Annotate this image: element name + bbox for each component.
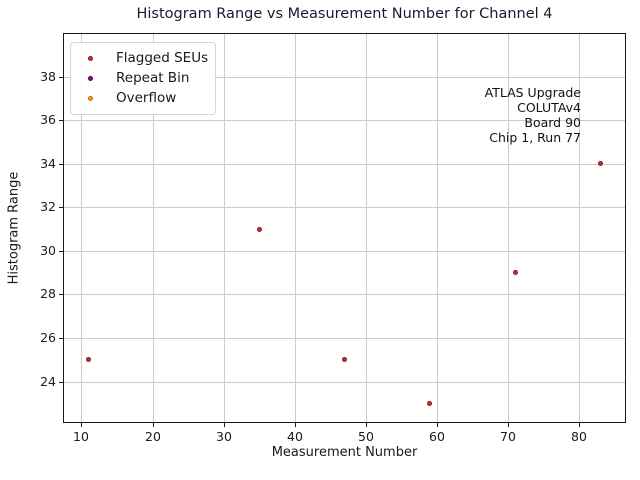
chart-title: Histogram Range vs Measurement Number fo… bbox=[136, 6, 553, 22]
x-tick-label: 50 bbox=[358, 429, 374, 444]
y-tick-mark bbox=[59, 251, 63, 252]
data-point bbox=[512, 270, 518, 276]
legend-marker-icon bbox=[88, 75, 93, 81]
y-tick-label: 36 bbox=[40, 112, 56, 127]
gridline bbox=[64, 382, 625, 383]
gridline bbox=[579, 34, 580, 422]
legend-label: Flagged SEUs bbox=[116, 50, 209, 66]
annotation-line-2: COLUTAv4 bbox=[517, 100, 581, 115]
y-tick-mark bbox=[59, 164, 63, 165]
x-tick-label: 60 bbox=[429, 429, 445, 444]
y-axis-label: Histogram Range bbox=[6, 171, 22, 285]
gridline bbox=[64, 294, 625, 295]
gridline bbox=[508, 34, 509, 422]
legend: Flagged SEUs Repeat Bin Overflow bbox=[70, 42, 216, 115]
y-tick-label: 26 bbox=[40, 330, 56, 345]
y-tick-label: 34 bbox=[40, 156, 56, 171]
x-tick-label: 10 bbox=[73, 429, 89, 444]
x-tick-mark bbox=[437, 423, 438, 427]
x-tick-label: 80 bbox=[571, 429, 587, 444]
y-tick-mark bbox=[59, 294, 63, 295]
x-tick-mark bbox=[153, 423, 154, 427]
annotation-block: ATLAS Upgrade COLUTAv4 Board 90 Chip 1, … bbox=[485, 85, 581, 145]
y-tick-label: 24 bbox=[40, 374, 56, 389]
data-point bbox=[597, 161, 603, 167]
legend-item: Overflow bbox=[71, 88, 215, 108]
y-tick-mark bbox=[59, 120, 63, 121]
gridline bbox=[64, 338, 625, 339]
gridline bbox=[64, 164, 625, 165]
x-tick-mark bbox=[81, 423, 82, 427]
gridline bbox=[224, 34, 225, 422]
y-tick-label: 32 bbox=[40, 199, 56, 214]
annotation-line-1: ATLAS Upgrade bbox=[484, 85, 581, 100]
gridline bbox=[437, 34, 438, 422]
legend-item: Repeat Bin bbox=[71, 68, 215, 88]
gridline bbox=[64, 77, 625, 78]
legend-item: Flagged SEUs bbox=[71, 48, 215, 68]
x-tick-mark bbox=[224, 423, 225, 427]
x-tick-label: 20 bbox=[145, 429, 161, 444]
x-axis-label: Measurement Number bbox=[271, 445, 418, 460]
gridline bbox=[64, 251, 625, 252]
x-tick-mark bbox=[366, 423, 367, 427]
gridline bbox=[366, 34, 367, 422]
y-tick-label: 28 bbox=[40, 286, 56, 301]
data-point bbox=[342, 357, 347, 363]
x-tick-label: 70 bbox=[500, 429, 516, 444]
legend-marker-icon bbox=[88, 55, 93, 61]
y-tick-mark bbox=[59, 207, 63, 208]
legend-marker-icon bbox=[88, 95, 93, 101]
gridline bbox=[153, 34, 154, 422]
annotation-line-4: Chip 1, Run 77 bbox=[489, 130, 581, 145]
legend-label: Repeat Bin bbox=[116, 70, 190, 86]
annotation-line-3: Board 90 bbox=[524, 115, 581, 130]
x-tick-mark bbox=[508, 423, 509, 427]
y-tick-mark bbox=[59, 338, 63, 339]
x-tick-mark bbox=[579, 423, 580, 427]
gridline bbox=[64, 120, 625, 121]
data-point bbox=[86, 357, 92, 363]
x-tick-label: 30 bbox=[216, 429, 232, 444]
legend-label: Overflow bbox=[116, 90, 177, 106]
gridline bbox=[295, 34, 296, 422]
y-tick-mark bbox=[59, 77, 63, 78]
x-tick-mark bbox=[295, 423, 296, 427]
y-tick-label: 38 bbox=[40, 69, 56, 84]
y-tick-mark bbox=[59, 382, 63, 383]
gridline bbox=[64, 207, 625, 208]
data-point bbox=[256, 226, 262, 232]
gridline bbox=[81, 34, 82, 422]
plot-area: Flagged SEUs Repeat Bin Overflow ATLAS Upg… bbox=[63, 33, 626, 423]
y-tick-label: 30 bbox=[40, 243, 56, 258]
x-tick-label: 40 bbox=[287, 429, 303, 444]
data-point bbox=[427, 400, 433, 406]
